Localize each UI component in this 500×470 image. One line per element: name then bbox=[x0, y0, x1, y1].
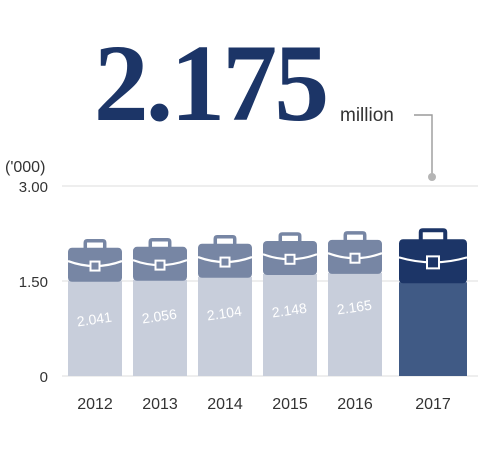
bar-2015: 2.148 bbox=[262, 232, 318, 376]
bars: 2.041 2.056 2.104 2.148 2.165 bbox=[67, 228, 468, 376]
headline-leader-line bbox=[414, 114, 433, 176]
briefcase-icon bbox=[398, 228, 468, 284]
bar bbox=[68, 280, 122, 376]
x-tick-label: 2015 bbox=[272, 396, 308, 413]
bar-2013: 2.056 bbox=[132, 238, 188, 376]
bar-2017 bbox=[398, 228, 468, 376]
bar bbox=[399, 282, 467, 376]
bar-2012: 2.041 bbox=[67, 238, 123, 376]
headline: 2.175 million bbox=[94, 22, 436, 181]
x-tick-label: 2014 bbox=[207, 396, 243, 413]
y-tick-label: 3.00 bbox=[19, 179, 48, 196]
x-tick-label: 2017 bbox=[415, 396, 451, 413]
briefcase-icon bbox=[327, 231, 383, 274]
y-tick-label: 0 bbox=[40, 369, 48, 386]
headline-value: 2.175 bbox=[94, 22, 327, 144]
x-tick-label: 2012 bbox=[77, 396, 113, 413]
headline-unit: million bbox=[340, 105, 394, 126]
bar bbox=[263, 273, 317, 376]
bar bbox=[133, 279, 187, 376]
x-tick-label: 2013 bbox=[142, 396, 178, 413]
bar-value-label: 2.104 bbox=[206, 303, 243, 324]
bar-value-label: 2.041 bbox=[76, 309, 113, 330]
x-axis-ticks: 2012 2013 2014 2015 2016 2017 bbox=[77, 396, 451, 413]
x-tick-label: 2016 bbox=[337, 396, 373, 413]
y-tick-label: 1.50 bbox=[19, 274, 48, 291]
bar bbox=[198, 276, 252, 376]
y-axis-label: ('000) bbox=[5, 159, 45, 176]
headline-leader-dot bbox=[428, 173, 436, 181]
bar-value-label: 2.148 bbox=[271, 300, 308, 321]
bar-value-label: 2.165 bbox=[336, 297, 373, 318]
briefcase-icon bbox=[262, 232, 318, 275]
bar-2014: 2.104 bbox=[197, 234, 253, 376]
briefcase-icon bbox=[197, 234, 253, 278]
bar-2016: 2.165 bbox=[327, 231, 383, 376]
y-axis-ticks: 0 1.50 3.00 bbox=[19, 179, 48, 386]
bar bbox=[328, 272, 382, 376]
briefcase-icon bbox=[67, 238, 123, 282]
briefcase-icon bbox=[132, 238, 188, 281]
bar-value-label: 2.056 bbox=[141, 306, 178, 327]
